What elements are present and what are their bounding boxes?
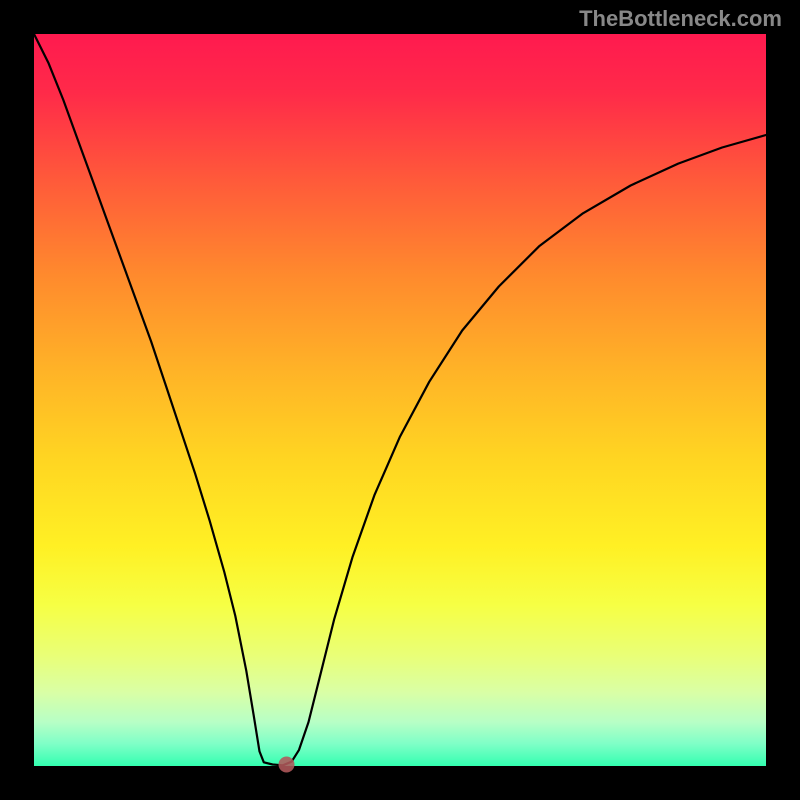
bottleneck-curve-layer [0, 0, 800, 800]
watermark-text: TheBottleneck.com [579, 6, 782, 32]
optimum-marker [279, 757, 295, 773]
chart-stage: TheBottleneck.com [0, 0, 800, 800]
bottleneck-curve [34, 34, 766, 765]
